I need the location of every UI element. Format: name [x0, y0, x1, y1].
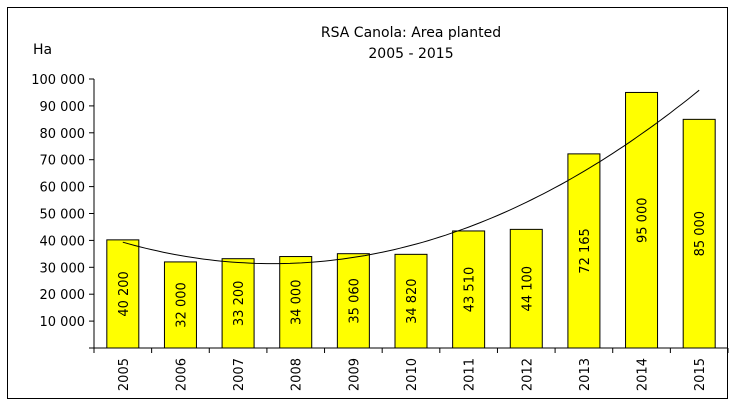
bar: [567, 153, 601, 349]
value-label: 34 000: [290, 280, 305, 326]
x-tick-label: 2008: [290, 358, 305, 391]
value-label: 43 510: [463, 267, 478, 313]
bar: [221, 258, 255, 349]
chart-svg: RSA Canola: Area planted 2005 - 2015 Ha …: [31, 25, 729, 391]
trendline-group: [122, 89, 700, 265]
x-tick-label: 2014: [636, 358, 651, 391]
axes: 10 000 20 000 30 000 40 000 50 000 60 000 70 0…: [31, 73, 729, 391]
value-label: 85 000: [693, 211, 708, 256]
value-label: 72 165: [578, 228, 593, 274]
x-tick-label: 2013: [578, 358, 593, 391]
chart-subtitle: 2005 - 2015: [368, 46, 453, 62]
x-tick-label: 2015: [693, 358, 708, 391]
bar: [452, 230, 486, 349]
value-label: 40 200: [117, 271, 132, 317]
x-tick-label: 2011: [463, 358, 478, 391]
x-tick-label: 2012: [520, 358, 535, 391]
value-label: 95 000: [636, 197, 651, 243]
bar: [279, 256, 313, 349]
y-tick-label: 20 000: [40, 288, 86, 303]
bar: [106, 239, 140, 349]
value-label: 35 060: [347, 278, 362, 324]
value-labels: 40 200 32 000 33 200 34 000 35 060 34 820 43 5…: [117, 197, 708, 327]
chart-title: RSA Canola: Area planted: [321, 25, 501, 41]
value-label: 32 000: [174, 282, 189, 328]
bars: [106, 91, 716, 349]
x-tick-label: 2009: [347, 358, 362, 391]
y-tick-label: 100 000: [31, 73, 85, 88]
x-tick-label: 2007: [232, 358, 247, 391]
trendline: [122, 89, 700, 265]
x-tick-label: 2005: [117, 358, 132, 391]
y-tick-label: 40 000: [40, 234, 86, 249]
y-axis-label: Ha: [33, 42, 52, 58]
value-label: 33 200: [232, 281, 247, 327]
value-label: 34 820: [405, 278, 420, 324]
y-tick-label: 80 000: [40, 127, 86, 142]
y-tick-label: 90 000: [40, 100, 86, 115]
y-tick-label: 70 000: [40, 154, 86, 169]
bar: [163, 261, 197, 349]
y-tick-label: 10 000: [40, 315, 86, 330]
bar: [394, 253, 428, 349]
x-tick-label: 2010: [405, 358, 420, 391]
bar: [336, 253, 370, 349]
bar: [682, 118, 716, 349]
x-tick-label: 2006: [174, 358, 189, 391]
chart-frame: RSA Canola: Area planted 2005 - 2015 Ha …: [7, 7, 729, 399]
bar: [509, 228, 543, 349]
y-tick-label: 60 000: [40, 181, 86, 196]
bar: [625, 91, 659, 349]
y-tick-label: 30 000: [40, 261, 86, 276]
value-label: 44 100: [520, 266, 535, 312]
y-tick-label: 50 000: [40, 208, 86, 223]
